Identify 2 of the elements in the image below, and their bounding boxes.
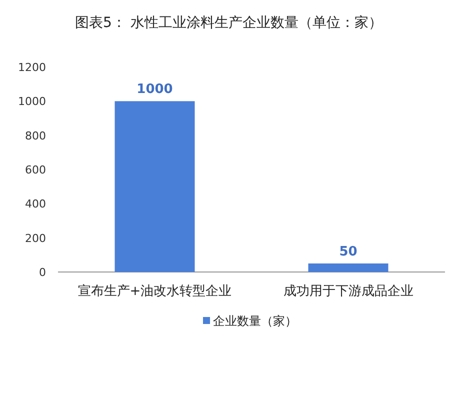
legend: 企业数量（家） — [213, 314, 297, 328]
title: 图表5： 水性工业涂料生产企业数量（单位：家） — [75, 15, 382, 31]
